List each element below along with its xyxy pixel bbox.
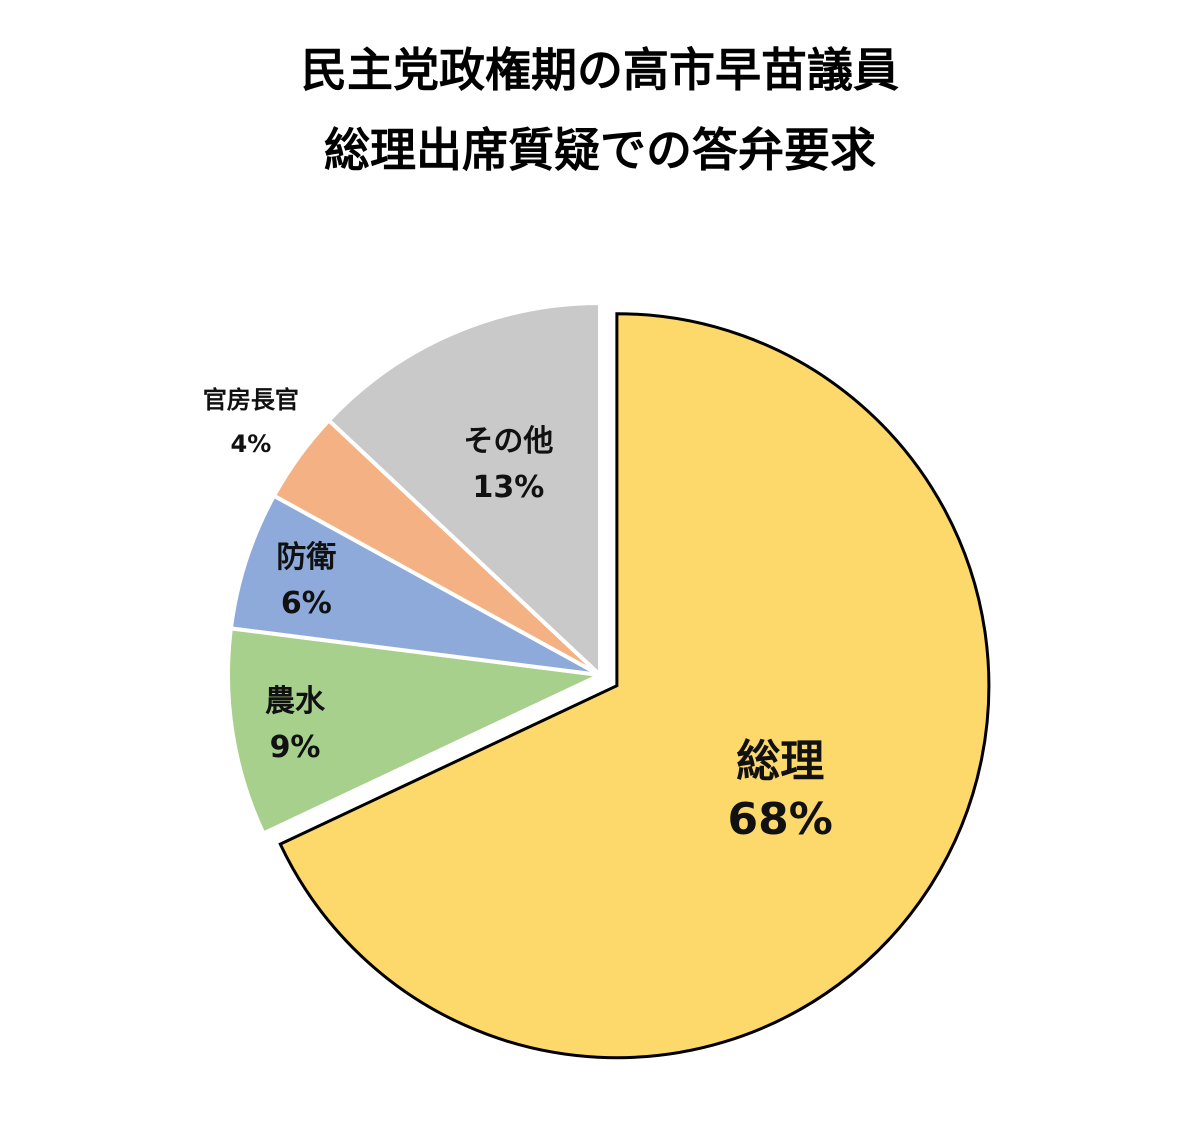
pie-slice-2 — [226, 626, 608, 837]
pie-slice-5 — [325, 300, 602, 680]
pie-slice-1 — [278, 312, 991, 1060]
slice-label-name-3: 防衛 — [276, 540, 336, 575]
slice-label-value-4: 4% — [231, 430, 272, 458]
slice-label-value-3: 6% — [281, 586, 332, 621]
slice-label-name-5: その他 — [463, 424, 553, 459]
pie-labels: 総理 68% 農水 9% 防衛 6% 官房長官 4% その他 13% — [203, 386, 833, 845]
slice-label-value-5: 13% — [472, 470, 544, 505]
chart-title: 民主党政権期の高市早苗議員 総理出席質疑での答弁要求 — [0, 30, 1200, 190]
slice-label-name-4: 官房長官 — [203, 386, 299, 414]
chart-title-line-2: 総理出席質疑での答弁要求 — [324, 123, 876, 177]
slice-label-value-1: 68% — [728, 794, 833, 845]
slice-label-value-2: 9% — [270, 730, 321, 765]
pie-slice-3 — [228, 493, 601, 677]
slice-label-name-2: 農水 — [265, 684, 326, 719]
pie-slices — [226, 300, 991, 1060]
slice-label-name-1: 総理 — [736, 736, 824, 787]
chart-title-line-1: 民主党政権期の高市早苗議員 — [301, 43, 899, 97]
